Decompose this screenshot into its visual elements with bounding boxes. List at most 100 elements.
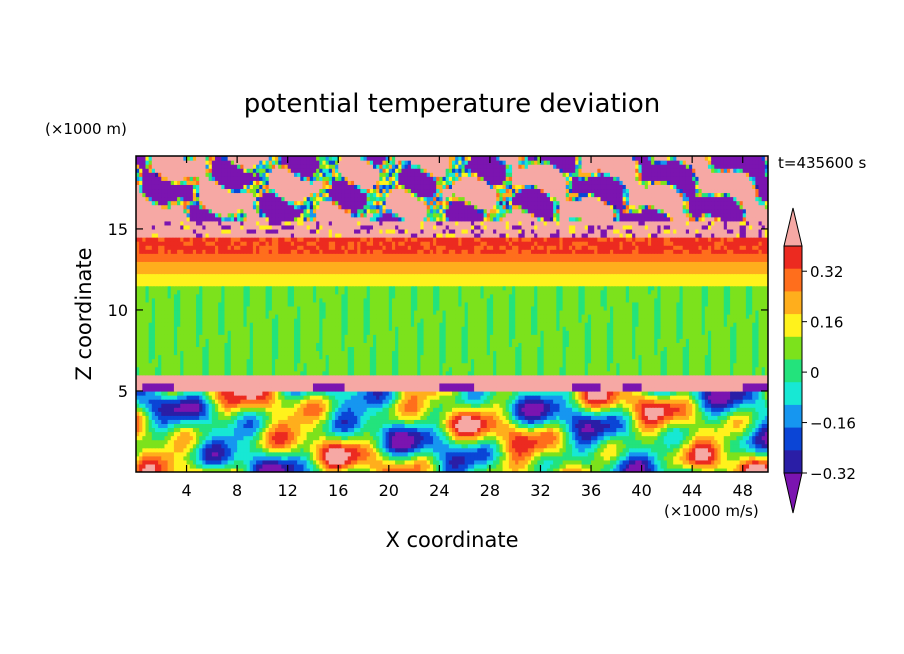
field-cell <box>496 386 500 392</box>
field-cell <box>252 443 257 449</box>
field-cell <box>249 427 254 433</box>
field-cell <box>682 459 687 465</box>
field-cell <box>376 467 380 472</box>
field-cell <box>758 439 763 445</box>
field-cell <box>262 451 267 457</box>
field-cell <box>496 467 500 472</box>
field-cell <box>256 427 260 433</box>
field-cell <box>275 386 279 392</box>
field-cell <box>151 439 156 445</box>
field-cell <box>565 378 570 384</box>
field-cell <box>227 423 232 429</box>
field-cell <box>726 435 731 441</box>
field-cell <box>755 407 760 412</box>
field-cell <box>433 447 437 453</box>
field-cell <box>294 395 298 400</box>
field-cell <box>512 386 516 392</box>
field-cell <box>139 451 143 457</box>
field-cell <box>625 374 630 380</box>
field-cell <box>183 382 188 388</box>
field-cell <box>290 374 295 380</box>
field-cell <box>698 463 703 469</box>
field-cell <box>698 447 703 453</box>
field-cell <box>167 403 172 408</box>
field-cell <box>243 435 248 441</box>
field-cell <box>154 399 159 404</box>
field-cell <box>401 407 406 412</box>
field-cell <box>764 439 768 445</box>
field-cell <box>145 427 150 433</box>
field-cell <box>391 407 396 412</box>
field-cell <box>625 455 630 461</box>
field-cell <box>300 423 305 429</box>
field-cell <box>578 403 583 408</box>
field-cell <box>404 443 409 449</box>
field-cell <box>208 395 213 400</box>
field-cell <box>325 451 330 457</box>
field-cell <box>183 407 188 412</box>
field-cell <box>711 463 715 469</box>
field-cell <box>237 451 241 457</box>
field-cell <box>379 427 384 433</box>
field-cell <box>417 435 421 441</box>
field-cell <box>499 459 504 465</box>
field-cell <box>433 390 437 396</box>
field-cell <box>641 443 646 449</box>
field-cell <box>347 395 352 400</box>
field-cell <box>663 459 668 465</box>
field-cell <box>594 395 598 400</box>
field-cell <box>401 399 406 404</box>
field-cell <box>240 390 245 396</box>
field-cell <box>354 447 358 453</box>
field-cell <box>398 415 403 420</box>
field-cell <box>338 451 342 457</box>
field-cell <box>429 467 434 472</box>
field-cell <box>360 435 365 441</box>
field-cell <box>461 370 466 376</box>
field-cell <box>572 427 576 433</box>
field-cell <box>218 374 222 380</box>
field-cell <box>306 407 311 412</box>
field-cell <box>651 395 655 400</box>
field-cell <box>360 374 365 380</box>
field-cell <box>439 370 444 376</box>
field-cell <box>249 374 254 380</box>
field-cell <box>205 386 210 392</box>
field-cell <box>249 378 254 384</box>
field-cell <box>180 374 184 380</box>
field-cell <box>414 467 418 472</box>
field-cell <box>284 374 289 380</box>
field-cell <box>401 443 406 449</box>
field-cell <box>512 455 516 461</box>
field-cell <box>518 374 523 380</box>
field-cell <box>306 382 311 388</box>
field-cell <box>568 395 573 400</box>
field-cell <box>676 374 681 380</box>
field-cell <box>616 386 621 392</box>
field-cell <box>256 431 260 437</box>
field-cell <box>717 459 722 465</box>
field-cell <box>591 463 595 469</box>
field-cell <box>341 443 346 449</box>
field-cell <box>613 443 617 449</box>
field-cell <box>151 415 156 420</box>
field-cell <box>256 415 260 420</box>
field-cell <box>736 419 741 424</box>
field-cell <box>591 382 595 388</box>
field-cell <box>262 455 267 461</box>
field-cell <box>461 390 466 396</box>
field-cell <box>154 382 159 388</box>
field-cell <box>597 386 602 392</box>
field-cell <box>689 403 693 408</box>
field-cell <box>711 399 715 404</box>
field-cell <box>761 423 766 429</box>
field-cell <box>660 431 665 437</box>
field-cell <box>303 439 308 445</box>
field-cell <box>635 463 640 469</box>
field-cell <box>341 399 346 404</box>
field-cell <box>335 419 339 424</box>
field-cell <box>730 435 734 441</box>
field-cell <box>189 403 194 408</box>
field-cell <box>145 399 150 404</box>
field-cell <box>723 423 728 429</box>
